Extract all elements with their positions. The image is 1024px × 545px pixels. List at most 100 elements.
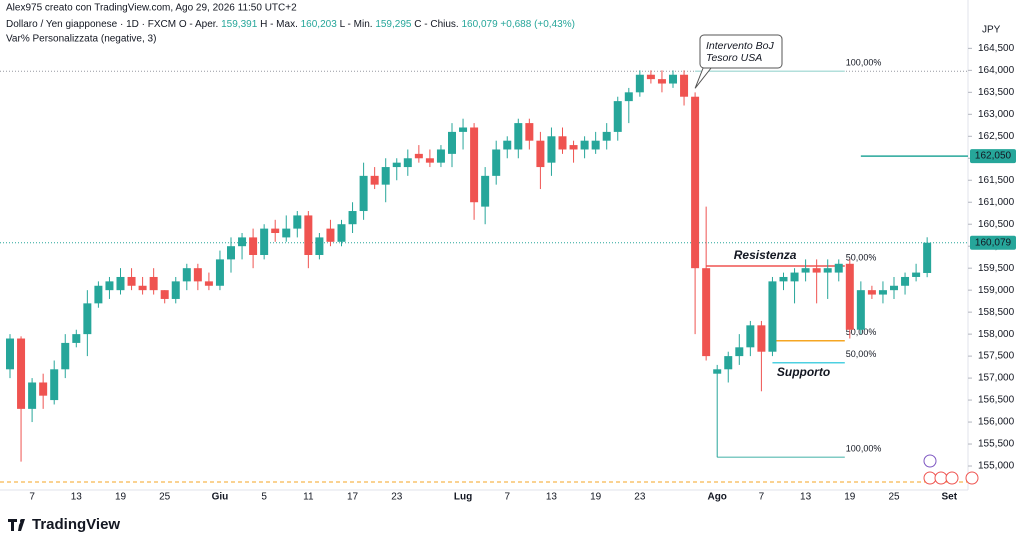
candle-body: [691, 96, 700, 269]
y-tick-label: 163,500: [978, 87, 1015, 98]
candle-body: [326, 228, 335, 242]
candle-body: [779, 276, 788, 282]
x-tick-label: 23: [634, 492, 646, 503]
candle-body: [105, 281, 114, 291]
x-tick-label: 11: [303, 492, 314, 503]
candle-body: [790, 272, 799, 282]
candle-body: [878, 290, 887, 295]
legend-change: +0,688 (+0,43%): [500, 19, 575, 30]
x-tick-label: 25: [159, 492, 171, 503]
candle-body: [138, 285, 147, 291]
candle-body: [713, 369, 722, 374]
brand-logo: [8, 519, 25, 531]
legend-value: 159,295: [375, 19, 412, 30]
candle-body: [260, 228, 269, 255]
price-tag: [970, 235, 1016, 250]
candle-body: [768, 281, 777, 352]
candle-body: [669, 74, 677, 84]
candle-body: [359, 175, 368, 212]
candle-body: [193, 268, 202, 282]
candle-body: [293, 215, 302, 229]
candle-body: [702, 268, 711, 357]
attribution: Alex975 creato con TradingView.com, Ago …: [6, 3, 297, 14]
y-tick-label: 157,000: [978, 373, 1015, 384]
candle-body: [28, 382, 37, 409]
candle-body: [94, 285, 103, 304]
x-tick-label: 13: [800, 492, 812, 503]
y-tick-label: 161,500: [978, 175, 1015, 186]
candle-body: [17, 338, 26, 409]
x-tick-label: Lug: [454, 492, 472, 503]
x-tick-label: 25: [888, 492, 900, 503]
candle-body: [127, 276, 136, 286]
legend-value: 159,391: [221, 19, 258, 30]
candle-body: [39, 382, 48, 396]
x-tick-label: 19: [590, 492, 602, 503]
candle-body: [227, 246, 235, 260]
candle-body: [392, 162, 401, 168]
x-tick-label: 17: [347, 492, 359, 503]
y-tick-label: 156,500: [978, 395, 1015, 406]
brand-name: TradingView: [32, 516, 120, 533]
legend-value: 160,203: [301, 19, 338, 30]
candle-body: [425, 158, 434, 163]
y-tick-label: 157,500: [978, 351, 1015, 362]
candle-body: [492, 149, 501, 176]
currency-label: JPY: [982, 25, 1001, 36]
candle-body: [481, 175, 490, 207]
x-tick-label: 19: [844, 492, 856, 503]
candle-body: [448, 131, 456, 154]
candle-body: [912, 272, 921, 277]
candle-body: [171, 281, 180, 299]
candle-body: [315, 237, 324, 255]
candle-body: [823, 268, 832, 273]
level-label: 50,00%: [846, 349, 877, 359]
candle-body: [923, 242, 932, 273]
callout-pointer: [694, 67, 712, 89]
legend-key: L - Min.: [340, 19, 373, 30]
candle-body: [757, 325, 766, 352]
candle-body: [182, 268, 191, 282]
candle-body: [547, 136, 556, 163]
candle-body: [801, 268, 810, 273]
candle-body: [569, 145, 578, 150]
annotation: Resistenza: [734, 248, 797, 262]
candle-body: [470, 127, 479, 203]
x-tick-label: 13: [546, 492, 558, 503]
candle-body: [890, 285, 898, 291]
level-tag: [970, 149, 1016, 164]
y-tick-label: 155,000: [978, 461, 1015, 472]
candle-body: [536, 140, 545, 168]
level-label: 100,00%: [846, 58, 882, 68]
candle-body: [901, 276, 910, 286]
candle-body: [370, 175, 379, 185]
y-tick-label: 161,000: [978, 197, 1015, 208]
symbol: Dollaro / Yen giapponese · 1D · FXCM: [6, 19, 176, 30]
callout-text: Tesoro USA: [706, 52, 762, 64]
legend-key: C - Chius.: [414, 19, 458, 30]
y-tick-label: 162,500: [978, 131, 1015, 142]
annotation: Supporto: [777, 365, 830, 379]
candle-body: [414, 153, 423, 159]
candle-body: [348, 211, 357, 225]
candle-body: [503, 140, 512, 150]
level-tag-label: 162,050: [975, 151, 1012, 162]
candle-body: [602, 131, 611, 141]
candle-body: [204, 281, 213, 286]
candle-body: [61, 342, 70, 370]
x-tick-label: 19: [115, 492, 127, 503]
level-label: 50,00%: [846, 252, 877, 262]
y-tick-label: 159,000: [978, 285, 1015, 296]
candle-body: [304, 215, 313, 255]
price-tag-label: 160,079: [975, 237, 1012, 248]
candle-body: [271, 228, 280, 234]
candle-body: [249, 237, 258, 255]
candle-body: [116, 276, 125, 291]
candle-body: [436, 149, 445, 163]
event-icons: [923, 454, 979, 485]
legend-key: H - Max.: [260, 19, 298, 30]
candle-body: [238, 237, 247, 247]
candle-body: [856, 290, 865, 330]
y-tick-label: 160,500: [978, 219, 1015, 230]
x-tick-label: 7: [759, 492, 765, 503]
